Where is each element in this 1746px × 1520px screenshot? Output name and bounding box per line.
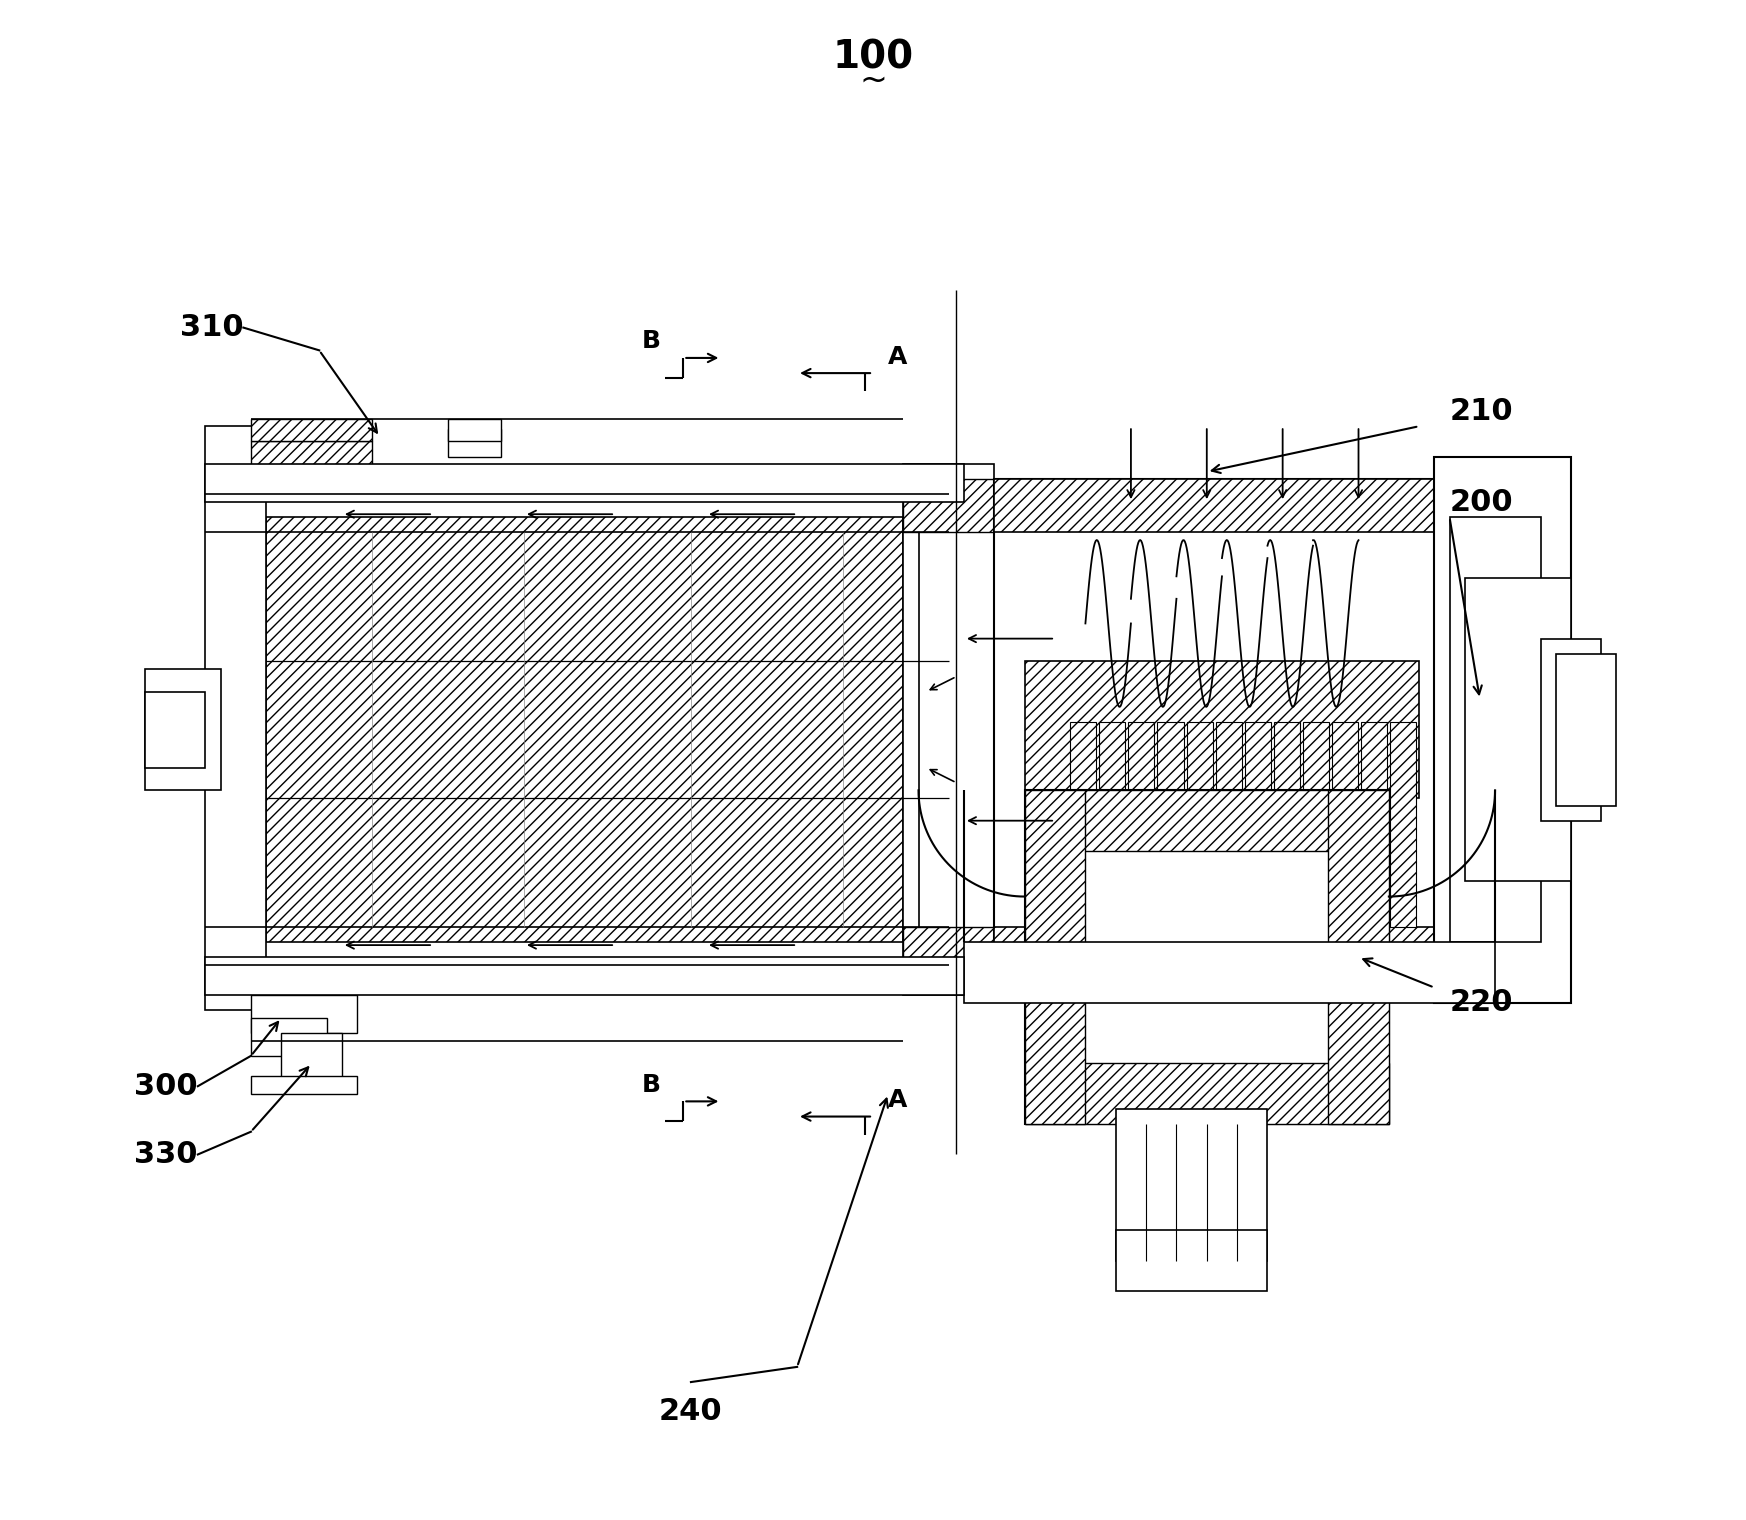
Bar [1303,722,1329,927]
Bar [1556,654,1617,806]
Bar [1329,790,1388,1125]
Bar [1100,722,1126,927]
Bar [1070,722,1096,927]
Bar [251,996,358,1034]
Bar [1540,638,1601,821]
Text: A: A [889,345,908,368]
Text: 330: 330 [134,1140,197,1169]
Bar [1332,722,1358,927]
Text: 240: 240 [660,1397,723,1426]
Bar [1116,1230,1268,1290]
Bar [1465,578,1571,882]
Text: 100: 100 [833,38,913,76]
Bar [449,429,501,456]
Text: B: B [641,330,660,353]
Bar [995,927,1449,980]
Bar [1275,722,1299,927]
Bar [903,464,995,996]
Bar [1025,790,1388,851]
Bar [1128,722,1154,927]
Text: 220: 220 [1449,988,1514,1017]
Bar [206,426,265,1011]
Bar [251,1076,358,1094]
Bar [265,517,903,942]
Text: 210: 210 [1449,397,1514,426]
Bar [251,418,372,441]
Text: 310: 310 [180,313,243,342]
Bar [1116,1110,1268,1260]
Bar [964,942,1495,1003]
Text: B: B [641,1073,660,1097]
Bar [449,418,501,441]
Bar [145,692,206,768]
Bar [1025,790,1086,1125]
Bar [1025,1064,1388,1125]
Bar [251,441,372,479]
Bar [1435,456,1571,1003]
Text: 300: 300 [134,1072,197,1100]
Bar [918,517,995,942]
Bar [1449,517,1540,942]
Text: A: A [889,1088,908,1113]
Bar [1025,790,1388,1125]
Bar [903,479,995,532]
Bar [995,479,1449,532]
Bar [1025,661,1419,798]
Bar [1215,722,1241,927]
Bar [206,464,964,502]
Bar [1245,722,1271,927]
Bar [1187,722,1213,927]
Bar [251,1018,327,1056]
Text: 200: 200 [1449,488,1514,517]
Bar [206,958,964,996]
Bar [903,927,995,980]
Bar [1158,722,1184,927]
Bar [1390,722,1416,927]
Bar [281,1034,342,1087]
Bar [145,669,220,790]
Bar [1362,722,1386,927]
Text: ~: ~ [859,64,887,97]
Bar [995,479,1449,980]
